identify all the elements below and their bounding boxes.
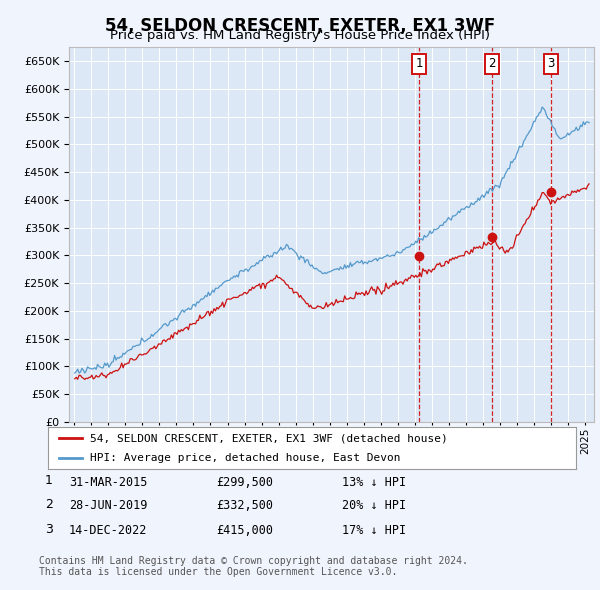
Text: 54, SELDON CRESCENT, EXETER, EX1 3WF: 54, SELDON CRESCENT, EXETER, EX1 3WF [105, 17, 495, 35]
Text: 3: 3 [44, 523, 53, 536]
Text: 1: 1 [416, 57, 423, 70]
Text: 1: 1 [44, 474, 53, 487]
Text: £299,500: £299,500 [216, 476, 273, 489]
Text: 54, SELDON CRESCENT, EXETER, EX1 3WF (detached house): 54, SELDON CRESCENT, EXETER, EX1 3WF (de… [90, 434, 448, 444]
Text: HPI: Average price, detached house, East Devon: HPI: Average price, detached house, East… [90, 454, 401, 463]
Text: 20% ↓ HPI: 20% ↓ HPI [342, 499, 406, 512]
Text: Price paid vs. HM Land Registry's House Price Index (HPI): Price paid vs. HM Land Registry's House … [110, 30, 490, 42]
Text: Contains HM Land Registry data © Crown copyright and database right 2024.
This d: Contains HM Land Registry data © Crown c… [39, 556, 468, 578]
Text: £415,000: £415,000 [216, 525, 273, 537]
Text: 14-DEC-2022: 14-DEC-2022 [69, 525, 148, 537]
Text: 28-JUN-2019: 28-JUN-2019 [69, 499, 148, 512]
Text: 31-MAR-2015: 31-MAR-2015 [69, 476, 148, 489]
Text: 2: 2 [44, 498, 53, 511]
Text: 3: 3 [547, 57, 554, 70]
Text: £332,500: £332,500 [216, 499, 273, 512]
Text: 13% ↓ HPI: 13% ↓ HPI [342, 476, 406, 489]
Text: 17% ↓ HPI: 17% ↓ HPI [342, 525, 406, 537]
Text: 2: 2 [488, 57, 496, 70]
